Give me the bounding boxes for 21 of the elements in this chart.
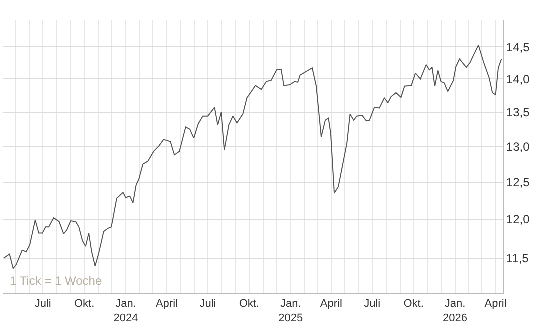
- x-tick-label: Okt.: [404, 298, 424, 310]
- line-series: [3, 44, 502, 270]
- x-tick-label: Juli: [34, 298, 52, 310]
- x-tick-label: Jan. 2025: [278, 298, 304, 324]
- y-tick-label: 13,5: [506, 105, 530, 120]
- x-tick-label: April: [484, 298, 507, 310]
- x-tick-label: Okt.: [239, 298, 260, 310]
- y-tick-label: 12,5: [506, 176, 530, 190]
- x-tick-label: Juli: [364, 298, 381, 310]
- y-tick-label: 12,0: [506, 212, 530, 227]
- y-tick-label: 14,0: [506, 72, 530, 86]
- y-tick-label: 11,5: [506, 252, 530, 266]
- y-tick-label: 14,5: [506, 40, 530, 54]
- x-tick-label: April: [320, 298, 342, 310]
- x-tick-label: Okt.: [74, 298, 95, 310]
- annotation: 1 Tick = 1 Woche: [10, 274, 102, 288]
- x-tick-label: Jan. 2024: [114, 298, 138, 324]
- x-tick-label: Juli: [200, 298, 216, 310]
- y-tick-label: 13,0: [506, 140, 530, 154]
- x-tick-label: April: [156, 298, 178, 310]
- x-tick-label: Jan. 2026: [443, 298, 468, 324]
